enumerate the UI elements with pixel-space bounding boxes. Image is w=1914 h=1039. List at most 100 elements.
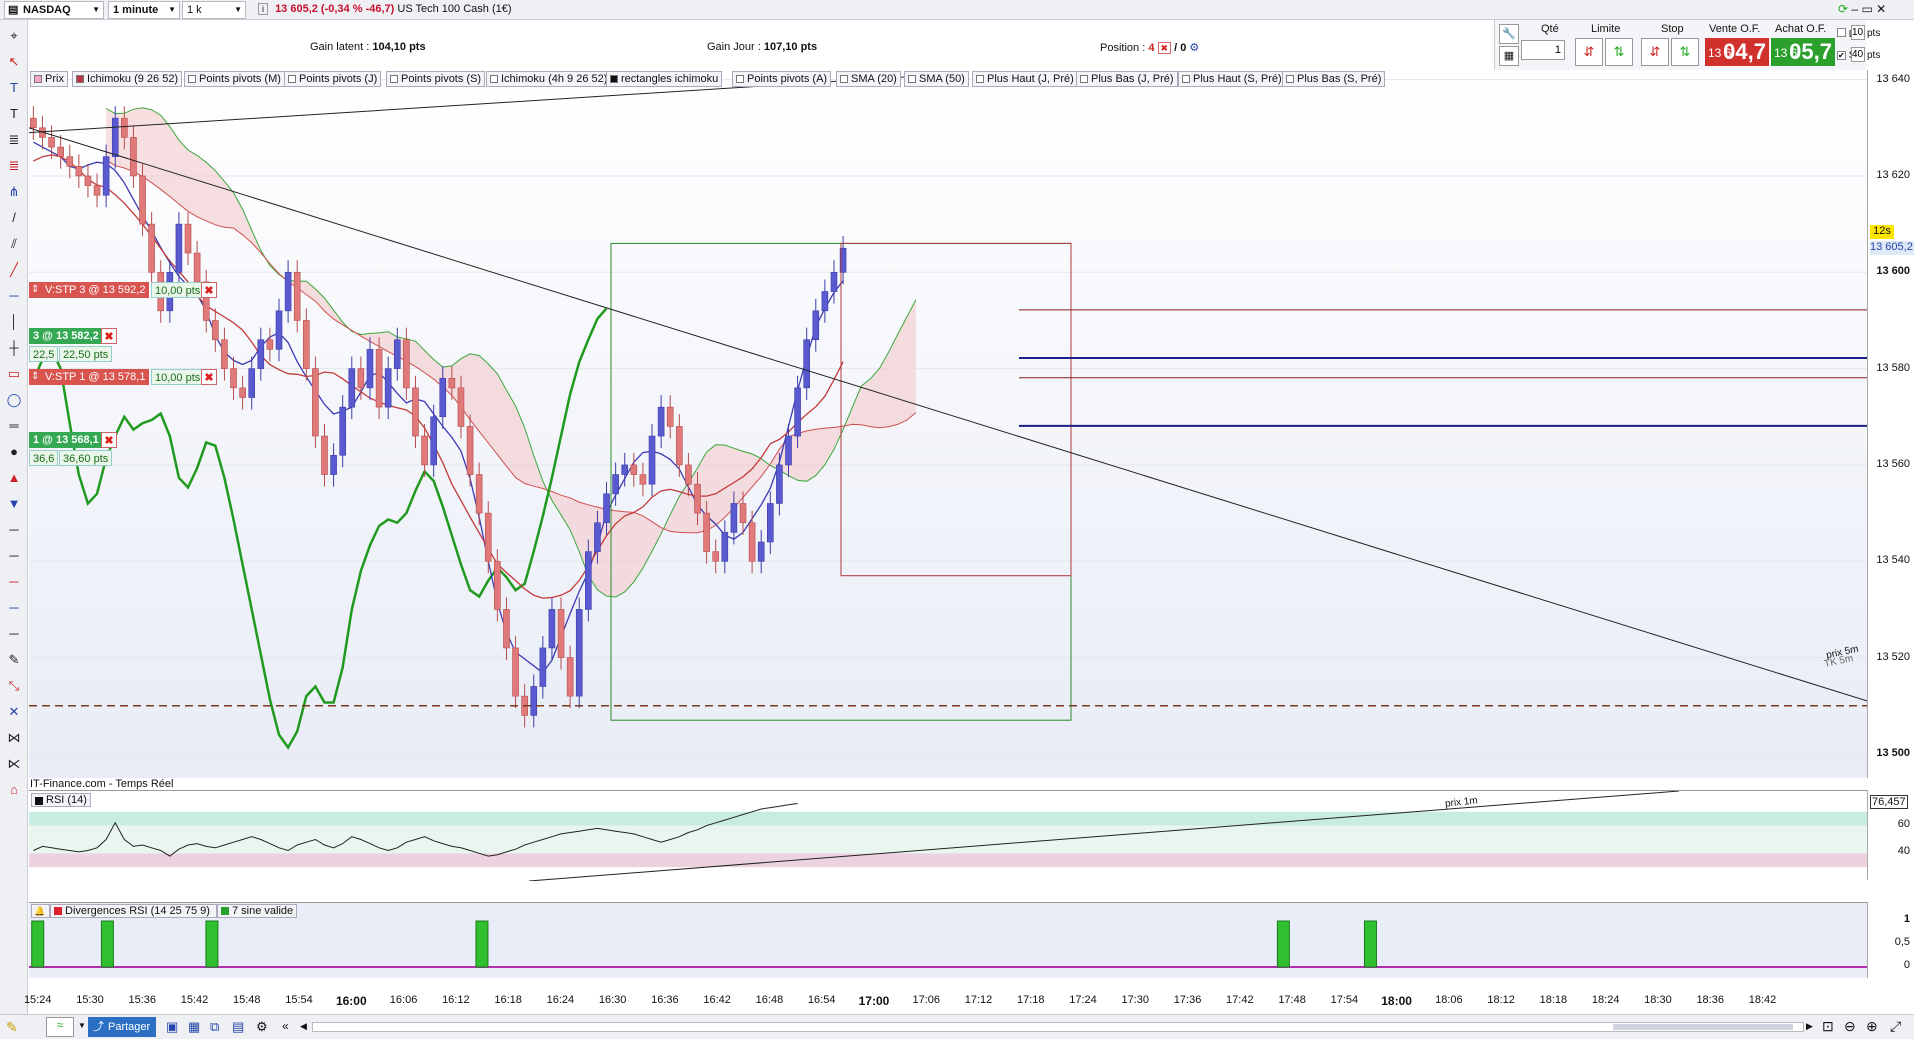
legend-checkbox[interactable] — [288, 75, 296, 83]
legend-checkbox[interactable] — [840, 75, 848, 83]
legend-checkbox[interactable] — [188, 75, 196, 83]
text-box-icon[interactable]: T — [10, 106, 18, 121]
legend-item[interactable]: Points pivots (S) — [386, 71, 486, 87]
stop-buy-button[interactable]: ⇵ — [1641, 38, 1669, 66]
magnet-icon[interactable]: ⌂ — [10, 782, 18, 797]
share-button[interactable]: ⤴ Partager — [88, 1017, 157, 1037]
legend-item[interactable]: rectangles ichimoku — [606, 71, 723, 87]
legend-item[interactable]: Plus Haut (J, Pré) — [972, 71, 1078, 87]
price-chart[interactable] — [28, 70, 1868, 778]
legend-item[interactable]: Ichimoku (4h 9 26 52) — [486, 71, 612, 87]
settings-icon[interactable]: ⚙ — [256, 1019, 268, 1034]
line-green-icon[interactable]: ─ — [9, 522, 19, 537]
legend-checkbox[interactable] — [976, 75, 984, 83]
divergence-panel[interactable]: 🔔 Divergences RSI (14 25 75 9) 7 sine va… — [29, 902, 1867, 978]
chevron-down-icon[interactable]: ▼ — [78, 1021, 86, 1030]
legend-checkbox[interactable] — [1080, 75, 1088, 83]
pointer-icon[interactable]: ⌖ — [10, 28, 18, 43]
settings-icon[interactable]: ⚙ — [1189, 42, 1200, 54]
time-axis[interactable]: 15:24 15:30 15:36 15:42 15:48 15:54 16:00 16:06… — [24, 994, 1867, 1008]
rect-icon[interactable]: ▭ — [7, 366, 21, 381]
stop-order-tag[interactable]: ⇕ V:STP 3 @ 13 592,2 — [29, 282, 150, 298]
zoom-in-icon[interactable]: ⊕ — [1866, 1018, 1878, 1034]
scroll-left-icon[interactable]: ◀ — [300, 1021, 307, 1031]
pencil-icon[interactable]: ✎ — [6, 1019, 18, 1035]
fullscreen-icon[interactable]: ⤢ — [1890, 1018, 1902, 1034]
legend-checkbox[interactable] — [1182, 75, 1190, 83]
cursor-icon[interactable]: ↖ — [8, 54, 20, 69]
legend-item[interactable]: Ichimoku (9 26 52) — [72, 71, 183, 87]
legend-item[interactable]: Points pivots (A) — [732, 71, 832, 87]
s-checkbox[interactable]: ✔ — [1837, 51, 1846, 60]
minimize-icon[interactable]: – — [1851, 2, 1859, 16]
legend-checkbox[interactable] — [610, 75, 618, 83]
legend-item[interactable]: SMA (50) — [904, 71, 969, 87]
position-tag[interactable]: 3 @ 13 582,2 — [29, 328, 103, 344]
keypad-icon[interactable]: ▦ — [1499, 46, 1519, 66]
s-offset-input[interactable] — [1851, 47, 1865, 62]
rewind-icon[interactable]: « — [282, 1019, 289, 1033]
line-orange2-icon[interactable]: ─ — [9, 626, 19, 641]
line-orange-icon[interactable]: ─ — [9, 600, 19, 615]
position-tag[interactable]: 1 @ 13 568,1 — [29, 432, 103, 448]
pattern-icon[interactable]: ⋈ — [7, 730, 21, 745]
cancel-order-icon[interactable]: ✖ — [201, 369, 217, 385]
buy-market-button[interactable]: 13 6 05,7 — [1771, 38, 1835, 66]
ray-icon[interactable]: ╱ — [10, 262, 18, 277]
measure-icon[interactable]: ⤡ — [8, 678, 20, 693]
trendline-icon[interactable]: / — [12, 210, 16, 225]
zoom-fit-icon[interactable]: ⊡ — [1822, 1018, 1834, 1034]
marker-icon[interactable]: ● — [10, 444, 18, 459]
legend-checkbox[interactable] — [76, 75, 84, 83]
zoom-out-icon[interactable]: ⊖ — [1844, 1018, 1856, 1034]
rsi-panel[interactable]: RSI (14) prix 1m — [29, 790, 1867, 882]
pitchfork-icon[interactable]: ⋔ — [8, 184, 20, 199]
l-checkbox[interactable] — [1837, 28, 1846, 37]
legend-checkbox[interactable] — [908, 75, 916, 83]
legend-checkbox[interactable] — [1286, 75, 1294, 83]
legend-item[interactable]: Plus Haut (S, Pré) — [1178, 71, 1286, 87]
legend-checkbox[interactable] — [34, 75, 42, 83]
rsi-legend[interactable]: RSI (14) — [31, 793, 91, 807]
trend-channel-icon[interactable]: ⫽ — [11, 236, 17, 251]
scroll-right-icon[interactable]: ▶ — [1806, 1021, 1813, 1031]
hline-icon[interactable]: ─ — [9, 288, 19, 303]
legend-item[interactable]: Prix — [30, 71, 68, 87]
legend-item[interactable]: Points pivots (J) — [284, 71, 382, 87]
brush-icon[interactable]: ✎ — [8, 652, 20, 667]
symbol-select[interactable]: ▤ NASDAQ ▼ — [4, 1, 104, 19]
limit-buy-button[interactable]: ⇵ — [1575, 38, 1603, 66]
windows-icon[interactable]: ⧉ — [210, 1019, 220, 1034]
horizontal-scrollbar[interactable] — [312, 1022, 1804, 1032]
cross-icon[interactable]: ┼ — [9, 340, 19, 355]
arrow-down-icon[interactable]: ▼ — [7, 496, 21, 511]
limit-sell-button[interactable]: ⇅ — [1605, 38, 1633, 66]
legend-item[interactable]: Plus Bas (S, Pré) — [1282, 71, 1386, 87]
sell-market-button[interactable]: 13 6 04,7 — [1705, 38, 1769, 66]
text-icon[interactable]: T — [10, 80, 18, 95]
image-icon[interactable]: ▤ — [232, 1019, 245, 1034]
divergence-legend-item-1[interactable]: 🔔 — [31, 904, 50, 918]
units-select[interactable]: 1 k unités▼ — [182, 1, 246, 32]
restore-icon[interactable]: ▭ — [1861, 2, 1873, 16]
scrollbar-thumb[interactable] — [1613, 1024, 1793, 1030]
stop-sell-button[interactable]: ⇅ — [1671, 38, 1699, 66]
divergence-legend-item-3[interactable]: 7 sine valide — [216, 904, 298, 918]
fib-icon[interactable]: ≣ — [8, 132, 20, 147]
qty-input[interactable] — [1521, 40, 1565, 60]
hline-green-icon[interactable]: ═ — [9, 418, 19, 433]
legend-checkbox[interactable] — [490, 75, 498, 83]
chart-type-icon[interactable]: ≈ — [46, 1017, 74, 1037]
legend-checkbox[interactable] — [736, 75, 744, 83]
grid-icon[interactable]: ▦ — [188, 1019, 201, 1034]
close-position-icon[interactable]: ✖ — [101, 328, 117, 344]
stop-order-tag[interactable]: ⇕ V:STP 1 @ 13 578,1 — [29, 369, 150, 385]
cancel-order-icon[interactable]: ✖ — [201, 282, 217, 298]
layout-icon[interactable]: ▣ — [166, 1019, 179, 1034]
vline-icon[interactable]: │ — [9, 314, 19, 329]
legend-item[interactable]: Plus Bas (J, Pré) — [1076, 71, 1178, 87]
divergence-legend-item-2[interactable]: Divergences RSI (14 25 75 9) — [50, 904, 217, 918]
tools-icon[interactable]: 🔧 — [1499, 24, 1519, 44]
legend-checkbox[interactable] — [390, 75, 398, 83]
line-red2-icon[interactable]: ─ — [9, 574, 19, 589]
